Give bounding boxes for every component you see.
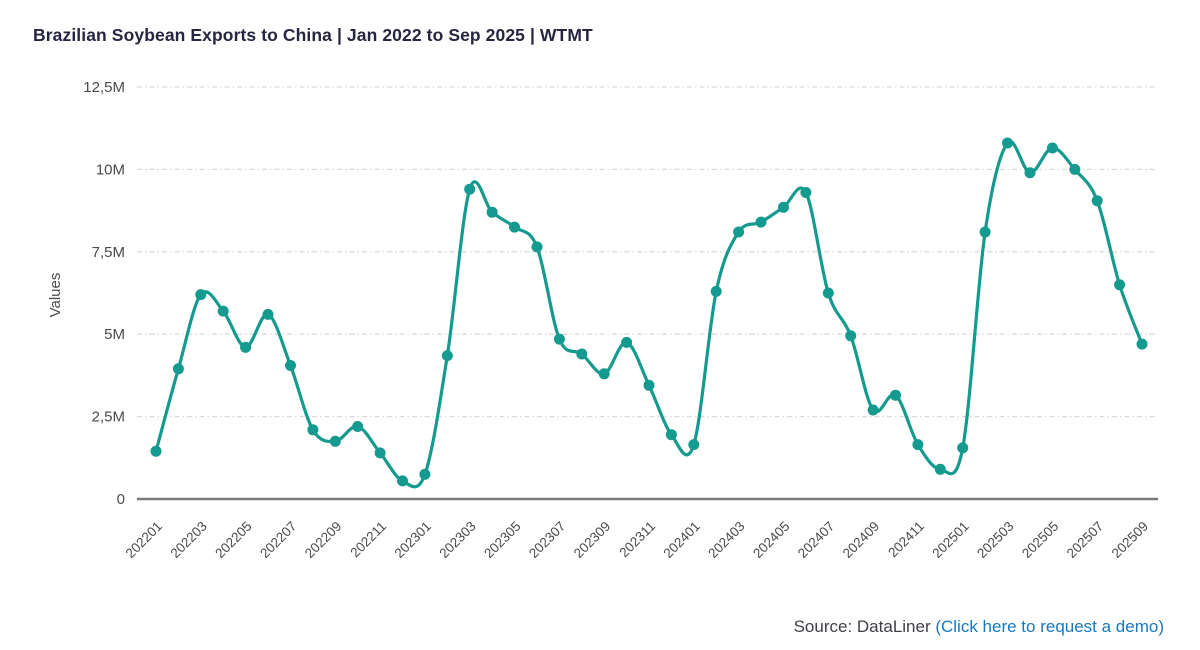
x-tick-label: 202407 bbox=[795, 519, 837, 561]
y-axis-title: Values bbox=[47, 273, 64, 318]
data-point[interactable] bbox=[576, 348, 588, 360]
data-point[interactable] bbox=[285, 360, 296, 371]
data-point[interactable] bbox=[1024, 167, 1036, 179]
data-point[interactable] bbox=[352, 421, 364, 432]
x-tick-label: 202309 bbox=[571, 519, 613, 561]
x-tick-label: 202505 bbox=[1019, 519, 1061, 561]
source-text: Source: DataLiner bbox=[793, 617, 936, 636]
series-line bbox=[154, 139, 1144, 489]
data-point[interactable] bbox=[1046, 142, 1058, 154]
x-tick-label: 202507 bbox=[1064, 519, 1106, 561]
x-tick-label: 202307 bbox=[526, 519, 568, 561]
x-tick-label: 202211 bbox=[347, 519, 389, 561]
data-point[interactable] bbox=[822, 287, 834, 299]
data-point[interactable] bbox=[217, 305, 229, 317]
data-point[interactable] bbox=[486, 206, 498, 218]
x-tick-label: 202207 bbox=[257, 519, 299, 561]
data-point[interactable] bbox=[621, 336, 633, 348]
x-tick-label: 202203 bbox=[167, 519, 209, 561]
data-point[interactable] bbox=[957, 442, 969, 454]
x-tick-label: 202301 bbox=[392, 519, 434, 561]
data-point[interactable] bbox=[867, 404, 879, 416]
data-point[interactable] bbox=[307, 424, 319, 436]
y-tick-label: 10M bbox=[96, 161, 125, 178]
x-tick-label: 202209 bbox=[302, 519, 344, 561]
data-point[interactable] bbox=[531, 241, 543, 253]
data-point[interactable] bbox=[979, 226, 991, 238]
data-point[interactable] bbox=[464, 183, 476, 195]
data-point[interactable] bbox=[509, 221, 520, 233]
x-tick-label: 202411 bbox=[885, 519, 927, 561]
data-point[interactable] bbox=[1002, 137, 1013, 149]
y-tick-label: 5M bbox=[104, 326, 125, 343]
data-point[interactable] bbox=[553, 333, 565, 345]
data-point[interactable] bbox=[419, 468, 431, 480]
chart-title: Brazilian Soybean Exports to China | Jan… bbox=[33, 25, 593, 45]
y-tick-label: 7,5M bbox=[92, 244, 125, 261]
data-point[interactable] bbox=[643, 379, 655, 391]
data-point[interactable] bbox=[262, 308, 274, 320]
x-tick-label: 202303 bbox=[436, 519, 478, 561]
data-point[interactable] bbox=[1091, 195, 1103, 207]
data-point[interactable] bbox=[778, 201, 789, 213]
data-point[interactable] bbox=[845, 330, 857, 342]
data-point[interactable] bbox=[329, 435, 341, 447]
x-tick-label: 202409 bbox=[840, 519, 882, 561]
data-point[interactable] bbox=[733, 226, 745, 238]
data-point[interactable] bbox=[150, 445, 162, 457]
data-point[interactable] bbox=[195, 289, 207, 301]
data-point[interactable] bbox=[710, 285, 722, 297]
x-tick-label: 202509 bbox=[1109, 519, 1151, 561]
data-point[interactable] bbox=[172, 363, 184, 375]
data-point[interactable] bbox=[1069, 163, 1081, 175]
data-point[interactable] bbox=[688, 439, 700, 451]
x-tick-label: 202405 bbox=[750, 519, 792, 561]
data-point[interactable] bbox=[441, 350, 453, 362]
data-point[interactable] bbox=[598, 368, 610, 380]
x-tick-label: 202501 bbox=[929, 519, 971, 561]
x-tick-label: 202403 bbox=[705, 519, 747, 561]
x-tick-label: 202401 bbox=[660, 519, 702, 561]
y-tick-label: 12,5M bbox=[83, 79, 125, 96]
data-point[interactable] bbox=[890, 389, 901, 401]
y-tick-label: 0 bbox=[117, 491, 125, 508]
data-point[interactable] bbox=[240, 341, 252, 353]
data-point[interactable] bbox=[374, 447, 386, 459]
x-tick-label: 202205 bbox=[212, 519, 254, 561]
data-point[interactable] bbox=[912, 439, 924, 451]
data-point[interactable] bbox=[397, 475, 408, 487]
x-tick-label: 202311 bbox=[616, 519, 658, 561]
x-tick-label: 202201 bbox=[123, 519, 165, 561]
data-point[interactable] bbox=[1114, 279, 1126, 291]
request-demo-link[interactable]: (Click here to request a demo) bbox=[935, 617, 1164, 636]
data-point[interactable] bbox=[755, 216, 767, 228]
data-point[interactable] bbox=[800, 187, 812, 198]
data-point[interactable] bbox=[665, 429, 677, 441]
source-line: Source: DataLiner (Click here to request… bbox=[794, 617, 1164, 637]
x-tick-label: 202503 bbox=[974, 519, 1016, 561]
data-point[interactable] bbox=[934, 463, 946, 475]
x-tick-label: 202305 bbox=[481, 519, 523, 561]
data-point[interactable] bbox=[1136, 338, 1148, 350]
y-tick-label: 2,5M bbox=[92, 409, 125, 426]
